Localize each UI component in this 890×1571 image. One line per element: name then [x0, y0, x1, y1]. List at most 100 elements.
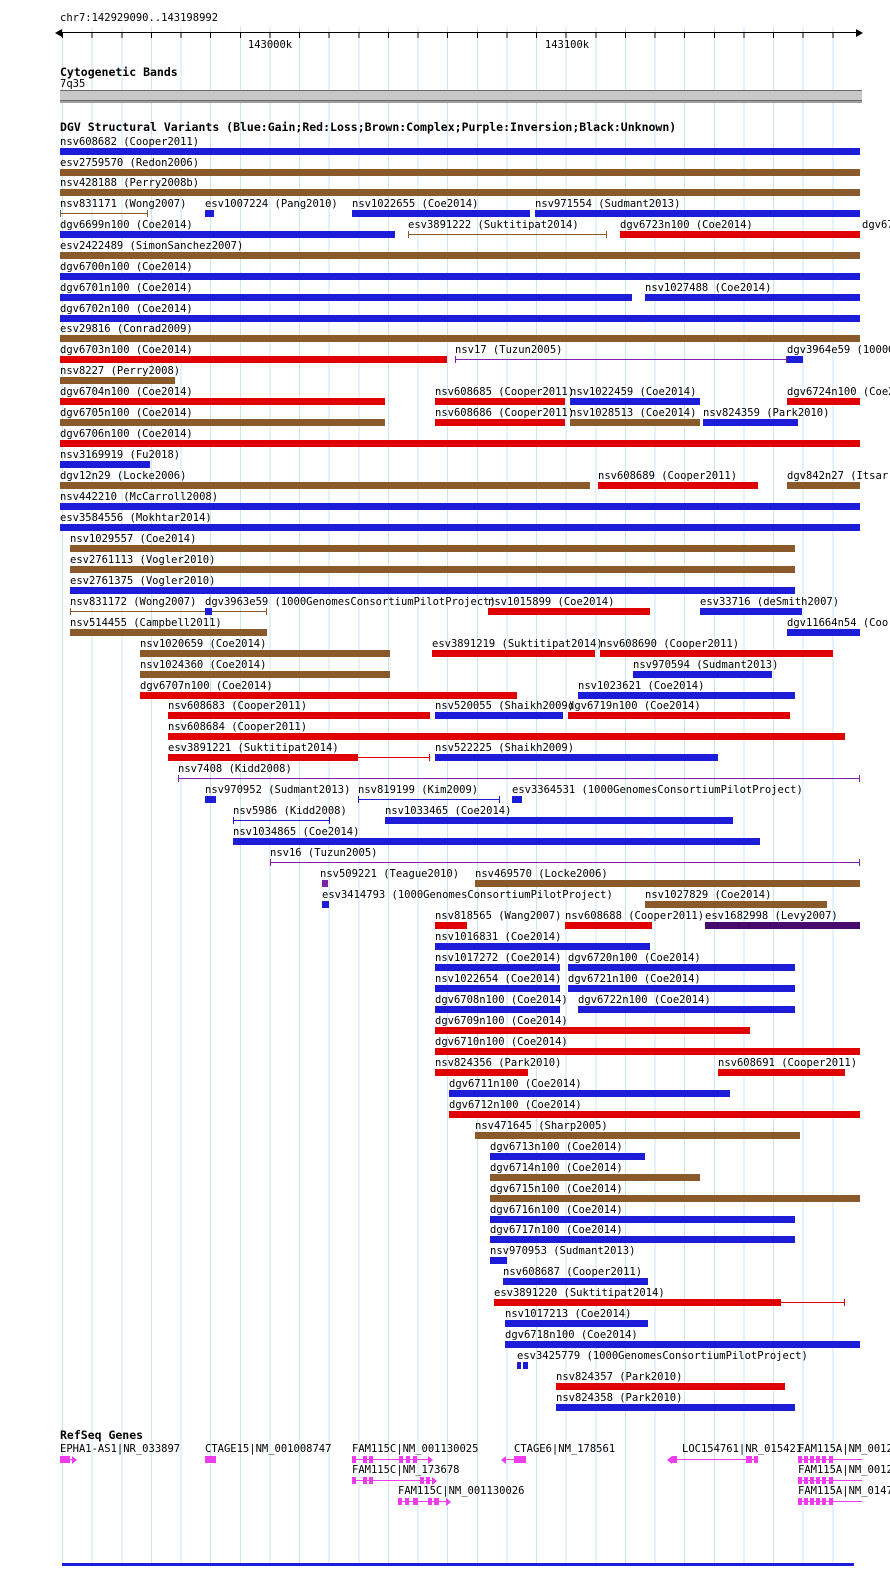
gene-exon[interactable]: [829, 1498, 833, 1505]
gene-exon[interactable]: [816, 1498, 820, 1505]
variant-bar[interactable]: [787, 356, 803, 363]
variant-bar[interactable]: [490, 1257, 507, 1264]
gene-label[interactable]: FAM115A|NM_0147: [798, 1485, 890, 1497]
variant-bar[interactable]: [633, 671, 772, 678]
gene-exon[interactable]: [406, 1456, 410, 1463]
gene-exon[interactable]: [428, 1498, 432, 1505]
variant-bar[interactable]: [435, 985, 560, 992]
variant-label[interactable]: nsv831171 (Wong2007): [60, 198, 187, 210]
variant-label[interactable]: dgv11664n54 (Coo: [787, 617, 889, 629]
variant-bar[interactable]: [645, 901, 827, 908]
gene-exon[interactable]: [810, 1477, 814, 1484]
variant-label[interactable]: nsv608683 (Cooper2011): [168, 700, 308, 712]
variant-bar[interactable]: [598, 482, 758, 489]
variant-bar[interactable]: [60, 440, 860, 447]
variant-bar[interactable]: [620, 231, 860, 238]
variant-label[interactable]: nsv1016831 (Coe2014): [435, 931, 562, 943]
gene-exon[interactable]: [810, 1456, 814, 1463]
variant-range-line[interactable]: [178, 778, 860, 779]
variant-bar[interactable]: [70, 566, 795, 573]
variant-label[interactable]: dgv6704n100 (Coe2014): [60, 386, 193, 398]
variant-label[interactable]: dgv3964e59 (1000G: [787, 344, 890, 356]
variant-label[interactable]: nsv469570 (Locke2006): [475, 868, 608, 880]
variant-bar[interactable]: [645, 294, 860, 301]
variant-bar[interactable]: [233, 838, 760, 845]
variant-label[interactable]: nsv1017272 (Coe2014): [435, 952, 562, 964]
variant-label[interactable]: nsv3169919 (Fu2018): [60, 449, 181, 461]
variant-label[interactable]: nsv442210 (McCarroll2008): [60, 491, 219, 503]
variant-bar[interactable]: [490, 1216, 795, 1223]
variant-label[interactable]: dgv6705n100 (Coe2014): [60, 407, 193, 419]
variant-bar[interactable]: [60, 461, 150, 468]
variant-label[interactable]: nsv8227 (Perry2008): [60, 365, 181, 377]
gene-exon[interactable]: [798, 1498, 802, 1505]
variant-bar[interactable]: [435, 398, 565, 405]
variant-label[interactable]: dgv6707n100 (Coe2014): [140, 680, 273, 692]
variant-bar[interactable]: [60, 169, 860, 176]
variant-bar[interactable]: [435, 419, 565, 426]
variant-label[interactable]: esv2761113 (Vogler2010): [70, 554, 216, 566]
variant-bar[interactable]: [503, 1278, 648, 1285]
variant-bar[interactable]: [556, 1383, 785, 1390]
variant-label[interactable]: dgv6720n100 (Coe2014): [568, 952, 701, 964]
variant-label[interactable]: nsv520055 (Shaikh2009): [435, 700, 575, 712]
variant-label[interactable]: nsv608686 (Cooper2011): [435, 407, 575, 419]
variant-label[interactable]: dgv6699n100 (Coe2014): [60, 219, 193, 231]
variant-bar[interactable]: [322, 880, 328, 887]
variant-bar[interactable]: [787, 398, 860, 405]
variant-bar[interactable]: [517, 1362, 521, 1369]
gene-exon[interactable]: [829, 1477, 833, 1484]
gene-exon[interactable]: [399, 1456, 403, 1463]
variant-bar[interactable]: [435, 1069, 528, 1076]
gene-exon[interactable]: [434, 1498, 439, 1505]
variant-label[interactable]: nsv970594 (Sudmant2013): [633, 659, 779, 671]
variant-label[interactable]: esv3364531 (1000GenomesConsortiumPilotPr…: [512, 784, 803, 796]
variant-bar[interactable]: [490, 1153, 645, 1160]
variant-label[interactable]: nsv1029557 (Coe2014): [70, 533, 197, 545]
variant-bar[interactable]: [205, 796, 216, 803]
variant-range-line[interactable]: [358, 799, 500, 800]
variant-label[interactable]: dgv6719n100 (Coe2014): [568, 700, 701, 712]
variant-bar[interactable]: [60, 148, 860, 155]
gene-label[interactable]: EPHA1-AS1|NR_033897: [60, 1443, 181, 1455]
variant-bar[interactable]: [60, 482, 590, 489]
variant-label[interactable]: dgv6706n100 (Coe2014): [60, 428, 193, 440]
variant-bar[interactable]: [435, 712, 563, 719]
variant-label[interactable]: nsv16 (Tuzun2005): [270, 847, 378, 859]
variant-label[interactable]: nsv1022654 (Coe2014): [435, 973, 562, 985]
variant-bar[interactable]: [787, 482, 860, 489]
variant-bar[interactable]: [523, 1362, 528, 1369]
variant-label[interactable]: dgv6716n100 (Coe2014): [490, 1204, 623, 1216]
variant-label[interactable]: dgv6710n100 (Coe2014): [435, 1036, 568, 1048]
variant-bar[interactable]: [60, 189, 860, 196]
gene-exon[interactable]: [822, 1477, 826, 1484]
variant-bar[interactable]: [205, 210, 214, 217]
variant-bar[interactable]: [432, 650, 595, 657]
variant-label[interactable]: nsv608682 (Cooper2011): [60, 136, 200, 148]
variant-bar[interactable]: [60, 419, 385, 426]
gene-exon[interactable]: [804, 1498, 808, 1505]
variant-bar[interactable]: [60, 315, 860, 322]
variant-label[interactable]: esv33716 (deSmith2007): [700, 596, 840, 608]
gene-label[interactable]: LOC154761|NR_015421: [682, 1443, 803, 1455]
variant-label[interactable]: dgv6711n100 (Coe2014): [449, 1078, 582, 1090]
variant-bar[interactable]: [60, 294, 632, 301]
variant-label[interactable]: nsv608691 (Cooper2011): [718, 1057, 858, 1069]
variant-label[interactable]: nsv1020659 (Coe2014): [140, 638, 267, 650]
variant-label[interactable]: esv2759570 (Redon2006): [60, 157, 200, 169]
variant-label[interactable]: dgv6709n100 (Coe2014): [435, 1015, 568, 1027]
variant-label[interactable]: nsv608685 (Cooper2011): [435, 386, 575, 398]
variant-bar[interactable]: [600, 650, 833, 657]
variant-label[interactable]: esv1682998 (Levy2007): [705, 910, 838, 922]
variant-bar[interactable]: [488, 608, 650, 615]
variant-bar[interactable]: [70, 629, 267, 636]
variant-bar[interactable]: [60, 273, 860, 280]
gene-exon[interactable]: [420, 1477, 424, 1484]
variant-bar[interactable]: [475, 1132, 800, 1139]
variant-label[interactable]: esv29816 (Conrad2009): [60, 323, 193, 335]
variant-bar[interactable]: [578, 1006, 795, 1013]
variant-bar[interactable]: [578, 692, 795, 699]
variant-label[interactable]: nsv608687 (Cooper2011): [503, 1266, 643, 1278]
gene-exon[interactable]: [205, 1456, 216, 1463]
variant-label[interactable]: dgv3963e59 (1000GenomesConsortiumPilotPr…: [205, 596, 496, 608]
